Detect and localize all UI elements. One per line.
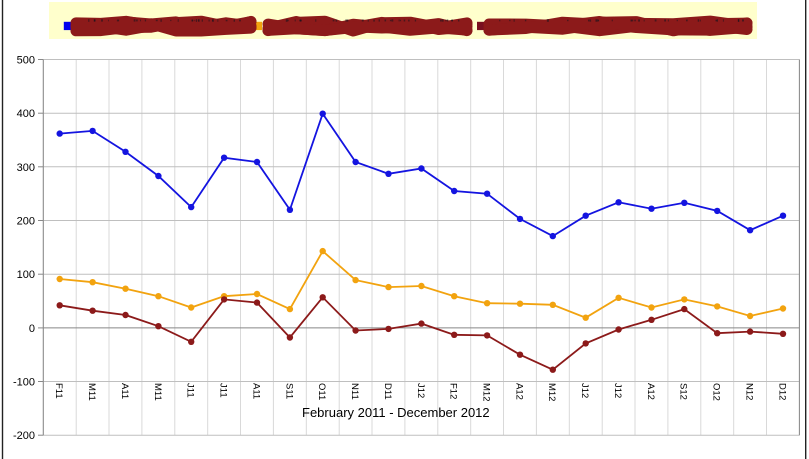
svg-text:D11: D11 (382, 383, 393, 400)
svg-text:J11: J11 (185, 383, 196, 398)
svg-text:A12: A12 (513, 383, 524, 400)
svg-text:M12: M12 (481, 383, 492, 401)
svg-text:M11: M11 (152, 383, 163, 401)
svg-text:A11: A11 (119, 383, 130, 399)
svg-text:0: 0 (29, 323, 35, 335)
svg-text:J12: J12 (415, 383, 426, 398)
svg-text:N11: N11 (349, 383, 360, 400)
svg-text:S11: S11 (283, 383, 294, 399)
svg-text:J11: J11 (218, 383, 229, 398)
svg-text:M12: M12 (546, 383, 557, 401)
svg-text:D12: D12 (776, 383, 787, 400)
svg-text:J12: J12 (612, 383, 623, 398)
svg-text:S12: S12 (678, 383, 689, 400)
svg-text:400: 400 (17, 108, 35, 120)
svg-text:M11: M11 (86, 383, 97, 401)
svg-text:-200: -200 (13, 430, 35, 442)
svg-text:J12: J12 (579, 383, 590, 398)
svg-text:300: 300 (17, 162, 35, 174)
svg-text:A11: A11 (250, 383, 261, 399)
svg-text:A12: A12 (645, 383, 656, 400)
svg-text:100: 100 (17, 269, 35, 281)
svg-text:500: 500 (17, 55, 35, 67)
svg-text:O11: O11 (316, 383, 327, 400)
svg-text:F11: F11 (53, 383, 64, 399)
svg-text:N12: N12 (744, 383, 755, 400)
svg-text:200: 200 (17, 216, 35, 228)
svg-text:February 2011 - December 2012: February 2011 - December 2012 (302, 405, 490, 420)
svg-text:O12: O12 (711, 383, 722, 401)
svg-text:-100: -100 (13, 377, 35, 389)
svg-text:F12: F12 (448, 383, 459, 399)
